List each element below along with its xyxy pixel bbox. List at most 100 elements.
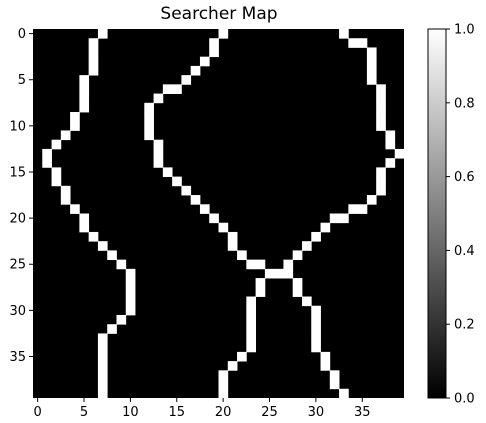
heatmap-cell — [154, 140, 164, 150]
heatmap-cell — [98, 241, 108, 251]
heatmap-cell — [321, 352, 331, 362]
heatmap-cell — [339, 389, 349, 399]
y-tick-label: 5 — [18, 73, 26, 88]
heatmap-cell — [339, 214, 349, 224]
heatmap-cell — [246, 333, 256, 343]
heatmap-cell — [61, 130, 71, 140]
heatmap-cell — [274, 269, 284, 279]
heatmap-cell — [376, 121, 386, 131]
heatmap-cell — [348, 38, 358, 48]
heatmap-cell — [367, 47, 377, 57]
colorbar-tick-label: 0.8 — [454, 96, 475, 111]
x-tick-label: 35 — [354, 405, 371, 420]
heatmap-cell — [52, 167, 62, 177]
y-tick-label: 15 — [9, 165, 26, 180]
x-tick-label: 20 — [215, 405, 232, 420]
heatmap-cell — [126, 306, 136, 316]
heatmap-cell — [79, 214, 89, 224]
x-tick-label: 5 — [80, 405, 88, 420]
heatmap-cell — [116, 260, 126, 270]
heatmap-cell — [293, 287, 303, 297]
heatmap-cell — [283, 260, 293, 270]
heatmap-cell — [283, 269, 293, 279]
heatmap-cell — [311, 343, 321, 353]
heatmap-cell — [89, 47, 99, 57]
heatmap-cell — [98, 389, 108, 399]
y-tick-label: 25 — [9, 258, 26, 273]
heatmap-cell — [367, 57, 377, 67]
heatmap-cell — [172, 177, 182, 187]
heatmap-cell — [330, 370, 340, 380]
heatmap-cell — [256, 278, 266, 288]
heatmap-cell — [385, 140, 395, 150]
heatmap-cell — [367, 75, 377, 85]
x-tick-label: 15 — [168, 405, 185, 420]
heatmap-cell — [98, 370, 108, 380]
heatmap-cell — [191, 66, 201, 76]
heatmap-cell — [339, 29, 349, 39]
heatmap-cell — [219, 389, 229, 399]
heatmap-cell — [52, 177, 62, 187]
heatmap-cell — [376, 94, 386, 104]
heatmap-cell — [89, 38, 99, 48]
heatmap-cell — [70, 121, 80, 131]
heatmap-cell — [144, 103, 154, 113]
heatmap-cell — [246, 343, 256, 353]
heatmap-cell — [107, 324, 117, 334]
heatmap-cell — [311, 324, 321, 334]
heatmap-cell — [293, 250, 303, 260]
heatmap-cell — [219, 380, 229, 390]
heatmap-cell — [89, 232, 99, 242]
x-tick-label: 0 — [33, 405, 41, 420]
heatmap-cell — [89, 66, 99, 76]
colorbar: 0.00.20.40.60.81.0 — [428, 23, 475, 407]
colorbar-tick-label: 0.4 — [454, 244, 475, 259]
heatmap-cell — [42, 149, 52, 159]
heatmap-cell — [98, 333, 108, 343]
heatmap-cell — [209, 47, 219, 57]
heatmap-cell — [237, 250, 247, 260]
heatmap-cell — [98, 343, 108, 353]
colorbar-tick-label: 0.6 — [454, 170, 475, 185]
heatmap-cell — [89, 57, 99, 67]
heatmap-cell — [358, 38, 368, 48]
heatmap-cell — [376, 167, 386, 177]
heatmap-cell — [311, 315, 321, 325]
heatmap-cell — [181, 75, 191, 85]
heatmap-cell — [79, 84, 89, 94]
heatmap-cell — [237, 352, 247, 362]
heatmap-plot — [33, 29, 404, 398]
chart-title: Searcher Map — [160, 4, 277, 24]
x-tick-label: 25 — [261, 405, 278, 420]
heatmap-cell — [98, 361, 108, 371]
heatmap-cell — [61, 195, 71, 205]
heatmap-cell — [154, 158, 164, 168]
heatmap-cell — [144, 130, 154, 140]
heatmap-cell — [311, 333, 321, 343]
heatmap-cell — [367, 66, 377, 76]
heatmap-cell — [126, 278, 136, 288]
heatmap-cell — [367, 195, 377, 205]
heatmap-cell — [265, 269, 275, 279]
heatmap-cell — [256, 287, 266, 297]
heatmap-cell — [219, 29, 229, 39]
heatmap-cell — [79, 103, 89, 113]
heatmap-cell — [116, 315, 126, 325]
heatmap-cell — [219, 370, 229, 380]
y-tick-label: 35 — [9, 350, 26, 365]
colorbar-tick-label: 1.0 — [454, 23, 475, 38]
heatmap-cell — [376, 112, 386, 122]
heatmap-cell — [79, 75, 89, 85]
heatmap-cell — [126, 269, 136, 279]
heatmap-cell — [107, 250, 117, 260]
heatmap-cell — [70, 112, 80, 122]
heatmap-cell — [321, 361, 331, 371]
heatmap-cell — [302, 297, 312, 307]
heatmap-cell — [246, 306, 256, 316]
heatmap-cell — [228, 361, 238, 371]
heatmap-cell — [321, 223, 331, 233]
heatmap-cell — [154, 149, 164, 159]
heatmap-cell — [126, 287, 136, 297]
y-tick-label: 0 — [18, 27, 26, 42]
heatmap-cell — [79, 94, 89, 104]
